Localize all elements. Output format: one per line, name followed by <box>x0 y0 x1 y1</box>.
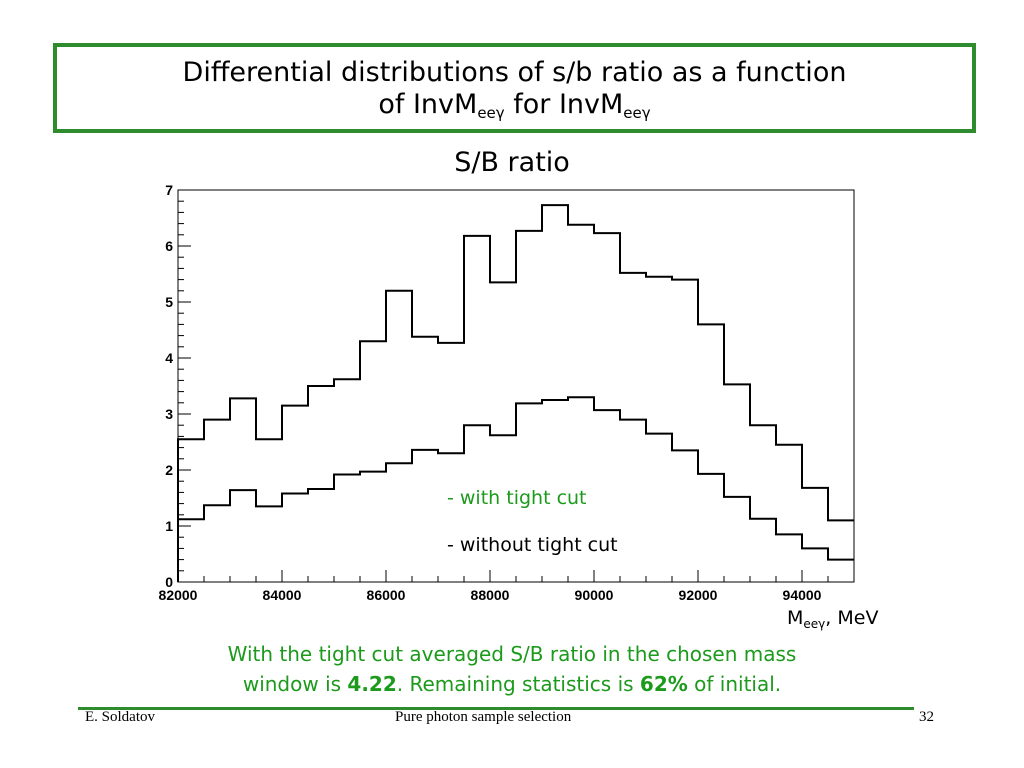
y-tick-label: 6 <box>165 238 173 254</box>
y-tick-label: 4 <box>165 350 173 366</box>
plot-title: S/B ratio <box>454 147 570 178</box>
summary-text-b: . Remaining statistics is <box>396 672 640 696</box>
footer-author: E. Soldatov <box>85 709 155 725</box>
y-tick-label: 1 <box>165 518 173 534</box>
x-tick-label: 90000 <box>575 587 614 603</box>
x-tick-label: 86000 <box>367 587 406 603</box>
summary-text-c: of initial. <box>687 672 782 696</box>
x-tick-label: 82000 <box>159 587 198 603</box>
x-unit-tail: , MeV <box>825 607 879 629</box>
y-tick-label: 2 <box>165 462 173 478</box>
title-subscript: eeγ <box>477 104 505 122</box>
summary-line1: With the tight cut averaged S/B ratio in… <box>227 642 797 666</box>
x-tick-label: 92000 <box>679 587 718 603</box>
x-axis-ticks: 82000 84000 86000 88000 90000 92000 94000 <box>159 570 822 603</box>
x-tick-label: 88000 <box>471 587 510 603</box>
slide-title-line1: Differential distributions of s/b ratio … <box>182 57 847 88</box>
y-tick-label: 5 <box>165 294 173 310</box>
title-subscript-2: eeγ <box>623 104 651 122</box>
y-tick-label: 3 <box>165 406 173 422</box>
title-prefix: of InvM <box>378 89 478 120</box>
x-minor-ticks <box>177 576 855 582</box>
y-tick-label: 0 <box>165 574 173 590</box>
y-tick-label: 7 <box>165 182 173 198</box>
x-tick-label: 94000 <box>783 587 822 603</box>
x-tick-label: 84000 <box>263 587 302 603</box>
title-mid: for InvM <box>504 89 624 120</box>
legend-without-tight-cut: - without tight cut <box>447 534 618 556</box>
summary-text-a: window is <box>242 672 348 696</box>
footer-page-number: 32 <box>919 709 934 725</box>
x-unit-subscript: eeγ <box>803 617 826 631</box>
x-unit-main: M <box>787 607 804 629</box>
series-without-tight-cut <box>177 396 854 582</box>
footer-divider <box>78 707 914 710</box>
legend-tight-cut: - with tight cut <box>447 487 587 509</box>
y-axis-ticks: 0 1 2 3 4 5 6 7 <box>165 182 191 590</box>
x-axis-unit-label: Meeγ, MeV <box>787 607 878 631</box>
footer-title: Pure photon sample selection <box>395 709 572 725</box>
series-with-tight-cut <box>177 204 854 582</box>
slide-title-box: Differential distributions of s/b ratio … <box>53 43 976 133</box>
summary-sb-value: 4.22 <box>347 672 397 696</box>
summary-stat-value: 62% <box>639 672 688 696</box>
series-layer <box>177 204 854 582</box>
slide-title-line2: of InvMeeγ for InvMeeγ <box>57 89 972 129</box>
summary-line2: window is 4.22. Remaining statistics is … <box>0 670 1024 699</box>
